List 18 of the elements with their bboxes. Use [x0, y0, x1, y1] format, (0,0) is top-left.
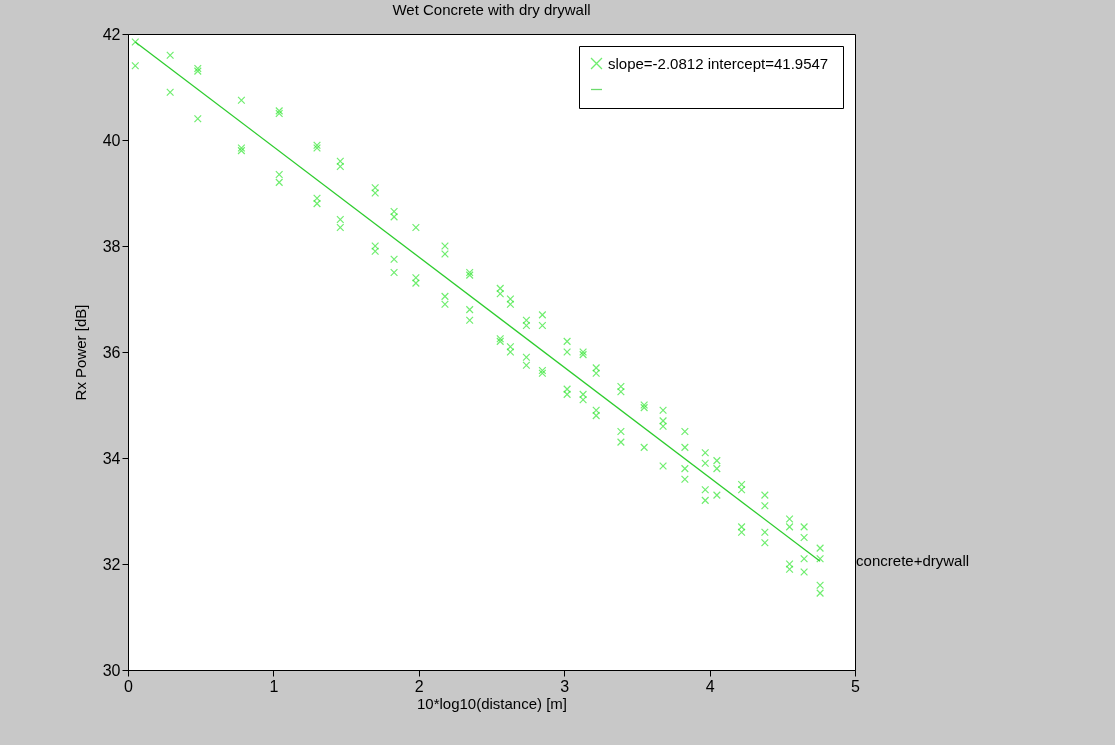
x-tick-label: 4: [705, 677, 715, 695]
y-tick-label: 38: [102, 237, 121, 255]
x-tick-label: 5: [851, 677, 861, 695]
y-tick-label: 36: [102, 343, 121, 361]
y-axis-title: Rx Power [dB]: [71, 304, 89, 401]
y-tick-label: 40: [102, 131, 121, 149]
x-tick-label: 1: [269, 677, 279, 695]
y-tick-label: 42: [102, 25, 121, 43]
y-tick-label: 30: [102, 661, 121, 679]
y-tick-label: 32: [102, 555, 121, 573]
chart-title: Wet Concrete with dry drywall: [392, 1, 591, 18]
annotation: concrete+drywall: [856, 552, 970, 570]
x-tick-label: 0: [124, 677, 134, 695]
y-tick-label: 34: [102, 449, 121, 467]
legend-label: slope=-2.0812 intercept=41.9547: [608, 54, 829, 72]
x-axis-title: 10*log10(distance) [m]: [416, 694, 568, 712]
x-tick-label: 2: [414, 677, 424, 695]
x-tick-label: 3: [560, 677, 570, 695]
